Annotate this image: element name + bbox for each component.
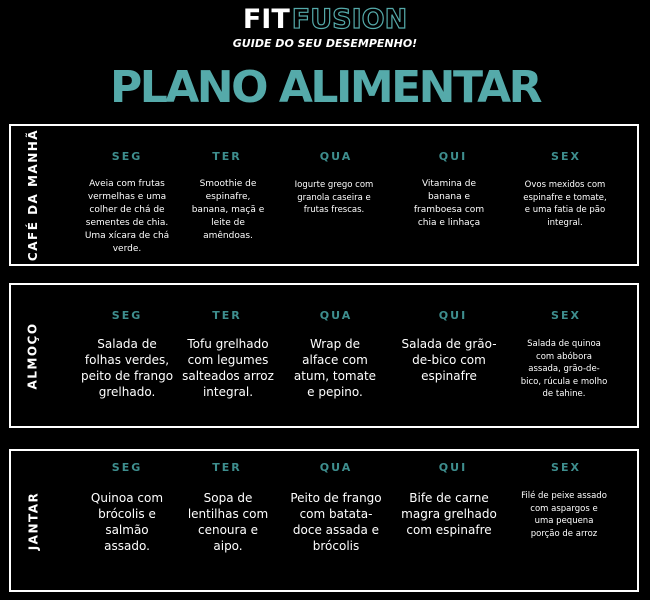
meal-sex: Salada de quinoa com abóbora assada, grã… bbox=[520, 339, 608, 399]
logo-fusion: FUSION bbox=[291, 3, 408, 35]
logo-fit: FIT bbox=[242, 4, 290, 35]
meal-qui: Bife de carne magra grelhado com espinaf… bbox=[401, 491, 497, 537]
meal-qua: Peito de frango com batata-doce assada e… bbox=[290, 491, 382, 553]
section-dinner: JANTAR SEG TER QUA QUI SEX Quinoa com br… bbox=[9, 449, 639, 592]
meal-qua: Iogurte grego com granola caseira e frut… bbox=[294, 180, 374, 215]
meal-qui: Salada de grão-de-bico com espinafre bbox=[401, 337, 497, 383]
meal-sex: Filé de peixe assado com aspargos e uma … bbox=[521, 491, 607, 539]
meal-seg: Aveia com frutas vermelhas e uma colher … bbox=[84, 179, 170, 254]
meal-qui: Vitamina de banana e framboesa com chia … bbox=[413, 179, 485, 228]
day-heading-qua: QUA bbox=[319, 461, 353, 474]
brand-tagline: GUIDE DO SEU DESEMPENHO! bbox=[232, 37, 418, 50]
section-label: JANTAR bbox=[26, 491, 41, 550]
day-heading-sex: SEX bbox=[551, 150, 581, 163]
meal-seg: Quinoa com brócolis e salmão assado. bbox=[90, 491, 164, 553]
day-heading-qua: QUA bbox=[319, 309, 353, 322]
day-heading-qui: QUI bbox=[438, 309, 468, 322]
page-title: PLANO ALIMENTAR bbox=[109, 62, 543, 113]
day-heading-sex: SEX bbox=[551, 309, 581, 322]
day-heading-seg: SEG bbox=[111, 309, 143, 322]
day-heading-seg: SEG bbox=[111, 461, 143, 474]
day-heading-qua: QUA bbox=[319, 150, 353, 163]
meal-ter: Tofu grelhado com legumes salteados arro… bbox=[182, 337, 274, 399]
day-heading-qui: QUI bbox=[438, 150, 468, 163]
day-heading-qui: QUI bbox=[438, 461, 468, 474]
brand-logo: FITFUSION bbox=[0, 3, 650, 35]
meal-sex: Ovos mexidos com espinafre e tomate, e u… bbox=[523, 180, 607, 228]
day-heading-ter: TER bbox=[212, 150, 242, 163]
day-heading-seg: SEG bbox=[111, 150, 143, 163]
meal-ter: Smoothie de espinafre, banana, maçã e le… bbox=[191, 179, 265, 241]
section-label: CAFÉ DA MANHÃ bbox=[26, 128, 41, 262]
meal-seg: Salada de folhas verdes, peito de frango… bbox=[80, 337, 174, 399]
meal-qua: Wrap de alface com atum, tomate e pepino… bbox=[293, 337, 377, 399]
day-heading-ter: TER bbox=[212, 309, 242, 322]
day-heading-sex: SEX bbox=[551, 461, 581, 474]
section-breakfast: CAFÉ DA MANHÃ SEG TER QUA QUI SEX Aveia … bbox=[9, 124, 639, 266]
meal-ter: Sopa de lentilhas com cenoura e aipo. bbox=[187, 491, 269, 553]
section-lunch: ALMOÇO SEG TER QUA QUI SEX Salada de fol… bbox=[9, 283, 639, 428]
section-label: ALMOÇO bbox=[26, 321, 40, 390]
day-heading-ter: TER bbox=[212, 461, 242, 474]
